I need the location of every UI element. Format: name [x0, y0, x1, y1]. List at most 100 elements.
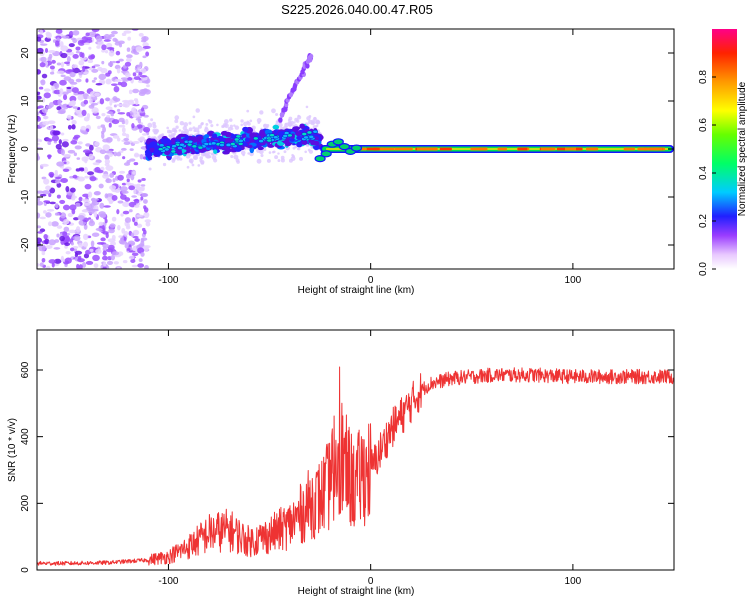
spectrogram-noise-blob	[104, 193, 109, 199]
spectrogram-noise-blob	[48, 171, 55, 177]
spectrogram-noise-blob	[62, 104, 67, 108]
spectrogram-noise-blob	[106, 47, 115, 50]
spectrogram-halo-blob	[223, 119, 229, 124]
spectrogram-halo-blob	[288, 121, 293, 127]
spectrogram-halo-blob	[205, 122, 209, 126]
spectrogram-noise-blob	[103, 33, 111, 41]
spectrogram-noise-blob	[42, 190, 51, 195]
spectrogram-noise-blob	[140, 39, 147, 43]
spectrogram-halo-blob	[179, 157, 183, 161]
spectrogram-noise-blob	[43, 92, 51, 99]
spectrogram-noise-blob	[95, 115, 101, 120]
spectrogram-noise-blob	[126, 54, 133, 59]
spectrogram-noise-blob	[37, 116, 42, 122]
spectrogram-core-blob	[197, 145, 204, 150]
spectrogram-noise-blob	[113, 151, 118, 157]
figure-title: S225.2026.040.00.47.R05	[281, 2, 433, 17]
spectrogram-noise-blob	[128, 209, 133, 213]
spectrogram-noise-blob	[136, 124, 143, 129]
spectrogram-noise-blob	[121, 32, 127, 37]
spectrogram-noise-blob	[50, 71, 55, 75]
snr-panel: -100 0 100 0 200 400 600 Height of straight li…	[7, 329, 675, 597]
spectrogram-noise-blob	[72, 174, 78, 179]
spectrogram-noise-blob	[127, 101, 135, 105]
carrier-line-peak	[540, 147, 556, 151]
spectrogram-core-blob	[235, 134, 242, 139]
spectrogram-noise-blob	[47, 120, 56, 125]
spectrogram-noise-blob	[101, 255, 108, 261]
spectrogram-noise-blob	[69, 247, 75, 252]
snr-plot-area	[37, 330, 674, 570]
spectrogram-noise-blob	[72, 245, 79, 249]
carrier-line-peak	[366, 147, 380, 151]
spectrogram-y-tick-label: -10	[20, 189, 31, 204]
spectrogram-halo-blob	[183, 122, 189, 127]
spectrogram-noise-blob	[45, 212, 52, 218]
spectrogram-noise-blob	[106, 114, 111, 118]
carrier-line-peak	[565, 147, 581, 151]
spectrogram-noise-blob	[82, 149, 91, 154]
spectrogram-noise-blob	[87, 191, 93, 198]
spectrogram-noise-blob	[60, 149, 65, 156]
spectrogram-noise-blob	[75, 78, 82, 83]
spectrogram-noise-blob	[133, 230, 139, 236]
spectrogram-halo-blob	[210, 124, 214, 128]
spectrogram-noise-blob	[48, 192, 52, 198]
spectrogram-noise-blob	[113, 261, 119, 265]
spectrogram-halo-blob	[233, 154, 239, 160]
spectrogram-noise-blob	[91, 68, 99, 73]
spectrogram-halo-blob	[147, 135, 151, 139]
spectrogram-noise-blob	[85, 260, 94, 265]
spectrogram-halo-blob	[197, 130, 200, 134]
spectrogram-noise-blob	[124, 217, 132, 223]
spectrogram-noise-blob	[54, 170, 58, 175]
spectrogram-noise-blob	[37, 212, 41, 219]
spectrogram-halo-blob	[293, 121, 296, 124]
spectrogram-noise-blob	[40, 163, 49, 167]
spectrogram-noise-blob	[87, 59, 94, 64]
spectrogram-halo-blob	[173, 129, 178, 133]
spectrogram-noise-blob	[126, 111, 131, 117]
spectrogram-noise-blob	[144, 264, 149, 269]
spectrogram-noise-blob	[109, 99, 113, 106]
spectrogram-scatter-blob	[289, 138, 295, 142]
spectrogram-noise-blob	[82, 209, 88, 213]
spectrogram-noise-blob	[89, 248, 94, 252]
spectrogram-halo-blob	[299, 156, 304, 161]
spectrogram-noise-blob	[73, 217, 79, 221]
spectrogram-halo-blob	[291, 153, 294, 157]
spectrogram-noise-blob	[88, 217, 92, 220]
spectrogram-noise-blob	[41, 73, 48, 79]
spectrogram-noise-blob	[77, 215, 85, 221]
spectrogram-noise-blob	[43, 200, 51, 203]
spectrogram-noise-blob	[125, 133, 130, 139]
spectrogram-halo-blob	[297, 115, 302, 120]
spectrogram-noise-blob	[109, 172, 115, 178]
spectrogram-noise-blob	[133, 204, 140, 208]
spectrogram-noise-blob	[126, 178, 130, 183]
spectrogram-noise-blob	[68, 30, 74, 37]
spectrogram-noise-blob	[39, 262, 44, 267]
spectrogram-noise-blob	[83, 71, 89, 75]
spectrogram-halo-blob	[277, 152, 280, 155]
spectrogram-noise-blob	[93, 263, 99, 269]
spectrogram-noise-blob	[77, 258, 85, 263]
spectrogram-noise-blob	[77, 94, 84, 101]
spectrogram-noise-blob	[141, 88, 149, 93]
spectrogram-noise-blob	[91, 29, 100, 33]
spectrogram-scatter-blob	[272, 124, 280, 130]
spectrogram-noise-blob	[84, 183, 92, 190]
spectrogram-noise-blob	[91, 232, 100, 237]
spectrogram-halo-blob	[152, 124, 157, 129]
spectrogram-noise-blob	[111, 119, 120, 125]
spectrogram-halo-blob	[174, 119, 179, 124]
spectrogram-noise-blob	[58, 139, 62, 145]
spectrogram-halo-blob	[197, 164, 201, 167]
colorbar-scale	[712, 29, 737, 269]
spectrogram-noise-blob	[140, 240, 145, 247]
spectrogram-noise-blob	[143, 126, 151, 133]
spectrogram-noise-blob	[105, 136, 113, 143]
spectrogram-noise-blob	[141, 186, 145, 192]
spectrogram-noise-blob	[70, 100, 76, 106]
